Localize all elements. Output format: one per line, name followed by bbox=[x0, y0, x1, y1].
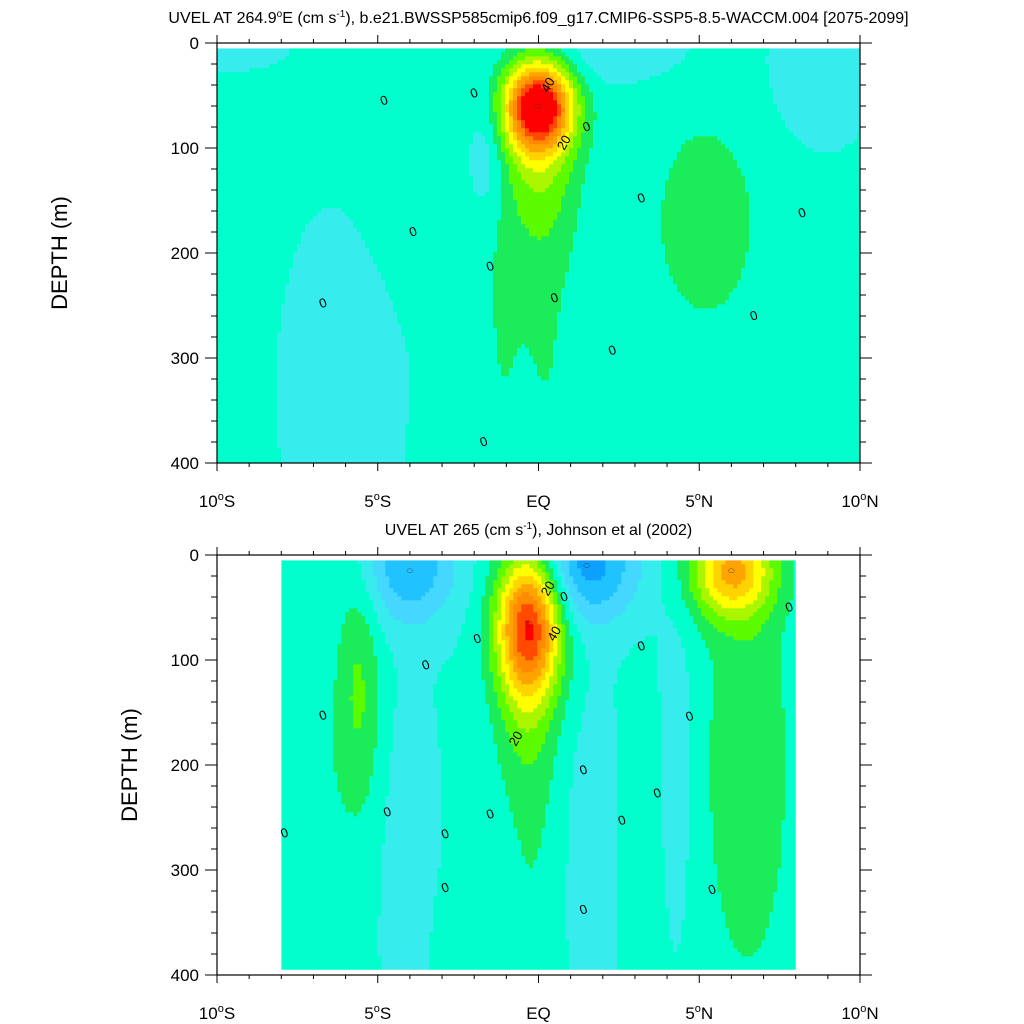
contour-label: 40 bbox=[544, 623, 564, 643]
feature-core bbox=[535, 103, 542, 109]
y-tick-label: 200 bbox=[171, 244, 199, 263]
contour-label: 20 bbox=[538, 578, 558, 598]
x-tick-label: 5oS bbox=[364, 491, 391, 511]
chart-title: UVEL AT 264.9oE (cm s-1), b.e21.BWSSP585… bbox=[168, 9, 908, 27]
y-tick-label: 0 bbox=[190, 34, 199, 53]
contour-label: 0 bbox=[683, 708, 695, 725]
contour-label: 20 bbox=[554, 132, 574, 152]
x-tick-label: 10oN bbox=[841, 1003, 878, 1023]
x-tick-label: 5oN bbox=[685, 491, 713, 511]
y-tick-label: 300 bbox=[171, 349, 199, 368]
contour-label: 0 bbox=[548, 289, 560, 306]
x-tick-label: 10oS bbox=[199, 491, 235, 511]
contour-label: 40 bbox=[538, 75, 558, 95]
y-tick-label: 100 bbox=[171, 139, 199, 158]
contour-label: 20 bbox=[505, 728, 525, 748]
contour-label: 0 bbox=[558, 588, 570, 605]
contour-label: 0 bbox=[796, 204, 808, 221]
feature-core bbox=[728, 568, 735, 573]
contour-label: 0 bbox=[706, 881, 718, 898]
contour-label: 0 bbox=[468, 85, 480, 102]
contour-label: 0 bbox=[616, 812, 628, 829]
y-tick-label: 300 bbox=[171, 861, 199, 880]
y-tick-label: 200 bbox=[171, 756, 199, 775]
contour-label: 0 bbox=[635, 190, 647, 207]
contour-label: 0 bbox=[606, 342, 618, 359]
contour-label: 0 bbox=[577, 761, 589, 778]
contour-label: 0 bbox=[651, 785, 663, 802]
y-tick-label: 400 bbox=[171, 966, 199, 985]
contour-label: 0 bbox=[748, 307, 760, 324]
y-axis-label: DEPTH (m) bbox=[117, 708, 142, 822]
contour-label: 0 bbox=[478, 433, 490, 450]
contour-label: 0 bbox=[471, 630, 483, 647]
contour-label: 0 bbox=[407, 223, 419, 240]
contour-label: 0 bbox=[420, 656, 432, 673]
x-tick-label: 5oS bbox=[364, 1003, 391, 1023]
contour-fill-field bbox=[217, 48, 860, 463]
x-tick-label: 10oN bbox=[841, 491, 878, 511]
contour-label: 0 bbox=[378, 92, 390, 109]
x-tick-label: EQ bbox=[526, 1004, 551, 1023]
feature-core bbox=[583, 563, 590, 568]
contour-label: 0 bbox=[484, 258, 496, 275]
contour-label: 0 bbox=[577, 901, 589, 918]
y-tick-label: 0 bbox=[190, 546, 199, 565]
y-tick-label: 400 bbox=[171, 454, 199, 473]
x-tick-label: 10oS bbox=[199, 1003, 235, 1023]
contour-fill-field bbox=[281, 560, 796, 970]
feature-core bbox=[525, 621, 533, 626]
x-tick-label: 5oN bbox=[685, 1003, 713, 1023]
contour-label: 0 bbox=[484, 806, 496, 823]
contour-label: 0 bbox=[635, 638, 647, 655]
contour-label: 0 bbox=[317, 707, 329, 724]
y-tick-label: 100 bbox=[171, 651, 199, 670]
contour-label: 0 bbox=[278, 824, 290, 841]
y-axis-label: DEPTH (m) bbox=[47, 196, 72, 310]
feature-core bbox=[406, 568, 414, 573]
contour-label: 0 bbox=[581, 118, 593, 135]
contour-label: 0 bbox=[783, 599, 795, 616]
x-tick-label: EQ bbox=[526, 492, 551, 511]
contour-label: 0 bbox=[439, 879, 451, 896]
contour-label: 0 bbox=[381, 803, 393, 820]
contour-label: 0 bbox=[317, 295, 329, 312]
chart-title: UVEL AT 265 (cm s-1), Johnson et al (200… bbox=[385, 521, 692, 539]
contour-label: 0 bbox=[439, 826, 451, 843]
